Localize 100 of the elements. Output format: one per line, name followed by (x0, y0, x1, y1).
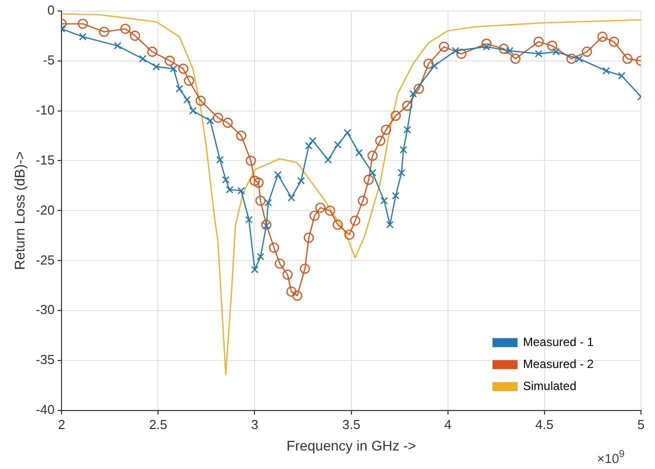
x-tick-label: 3.5 (342, 416, 360, 432)
point (286, 286, 297, 297)
point (184, 76, 194, 86)
point (274, 170, 282, 178)
point (189, 106, 197, 115)
legend-label: Measured - 1 (523, 334, 594, 349)
x-tick-label: 2.5 (149, 416, 168, 432)
x-axis-title: Frequency in GHz -> (286, 437, 416, 454)
point (245, 216, 253, 224)
point (264, 198, 272, 206)
point (582, 46, 592, 57)
point (222, 118, 233, 128)
point (237, 186, 245, 194)
point (344, 230, 354, 240)
point (364, 174, 374, 185)
point (350, 216, 360, 226)
point (147, 46, 158, 57)
point (398, 168, 406, 176)
point (297, 176, 305, 184)
point (255, 196, 266, 206)
point (212, 112, 224, 123)
x-tick-label: 2 (58, 416, 66, 432)
point (456, 48, 466, 59)
point (253, 178, 264, 188)
point (618, 72, 626, 80)
y-tick-label: -35 (36, 352, 55, 368)
point (534, 36, 544, 47)
point (402, 100, 412, 111)
point (79, 33, 87, 41)
point (300, 264, 310, 274)
point (130, 30, 140, 41)
point (386, 220, 394, 228)
point (506, 47, 514, 55)
point (438, 42, 450, 52)
y-tick-label: -20 (36, 202, 55, 218)
point (120, 24, 130, 34)
point (216, 156, 224, 164)
x-tick-label: 3 (251, 416, 258, 432)
y-axis-title: Return Loss (dB)-> (11, 151, 28, 270)
point (268, 242, 280, 253)
point (602, 66, 610, 75)
point (183, 96, 191, 104)
point (164, 56, 175, 66)
point (250, 176, 260, 186)
point (170, 64, 178, 73)
y-tick-label: 0 (47, 2, 55, 18)
point (390, 110, 401, 121)
point (324, 206, 336, 216)
point (380, 124, 392, 135)
point (547, 40, 558, 51)
point (510, 54, 521, 64)
point (355, 148, 363, 157)
point (324, 156, 332, 164)
point (400, 146, 408, 154)
point (622, 54, 633, 64)
point (482, 43, 490, 51)
point (334, 140, 342, 149)
point (404, 126, 412, 134)
y-tick-label: -40 (36, 402, 55, 418)
point (566, 54, 577, 64)
point (597, 32, 608, 42)
point (250, 266, 259, 274)
point (176, 84, 184, 93)
point (358, 196, 368, 206)
y-tick-label: -15 (36, 152, 55, 168)
point (206, 116, 214, 125)
point (392, 192, 400, 200)
point (452, 47, 460, 55)
point (344, 128, 352, 137)
point (288, 194, 296, 202)
point (138, 54, 146, 63)
point (114, 42, 122, 50)
point (409, 90, 417, 98)
point (332, 220, 343, 230)
point (304, 232, 314, 243)
point (481, 38, 492, 49)
point (282, 270, 293, 280)
x-tick-label: 4.5 (535, 416, 554, 432)
point (274, 258, 285, 269)
point (152, 62, 160, 71)
x-tick-label: 4 (444, 416, 452, 432)
y-tick-label: -25 (36, 252, 55, 268)
point (236, 130, 246, 141)
point (498, 44, 509, 54)
point (98, 26, 110, 37)
y-tick-label: -30 (36, 302, 55, 318)
legend-label: Simulated (523, 378, 576, 393)
point (423, 58, 434, 69)
point (305, 142, 313, 150)
x-tick-label: 5 (637, 416, 645, 432)
legend-label: Measured - 2 (523, 356, 594, 371)
point (178, 64, 188, 74)
point (308, 136, 316, 145)
point (608, 36, 620, 47)
point (575, 54, 583, 63)
point (380, 196, 388, 204)
point (256, 252, 264, 260)
point (368, 168, 376, 176)
point (315, 202, 326, 213)
point (226, 186, 234, 194)
